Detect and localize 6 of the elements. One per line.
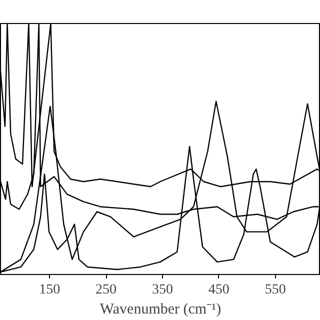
x-tick-label: 350 xyxy=(152,282,173,298)
x-tick-label: 150 xyxy=(39,282,60,298)
x-tick-label: 450 xyxy=(208,282,230,298)
x-axis-title: Wavenumber (cm⁻¹) xyxy=(100,302,222,318)
x-tick-label: 250 xyxy=(96,282,117,298)
x-tick-label: 550 xyxy=(264,282,286,298)
